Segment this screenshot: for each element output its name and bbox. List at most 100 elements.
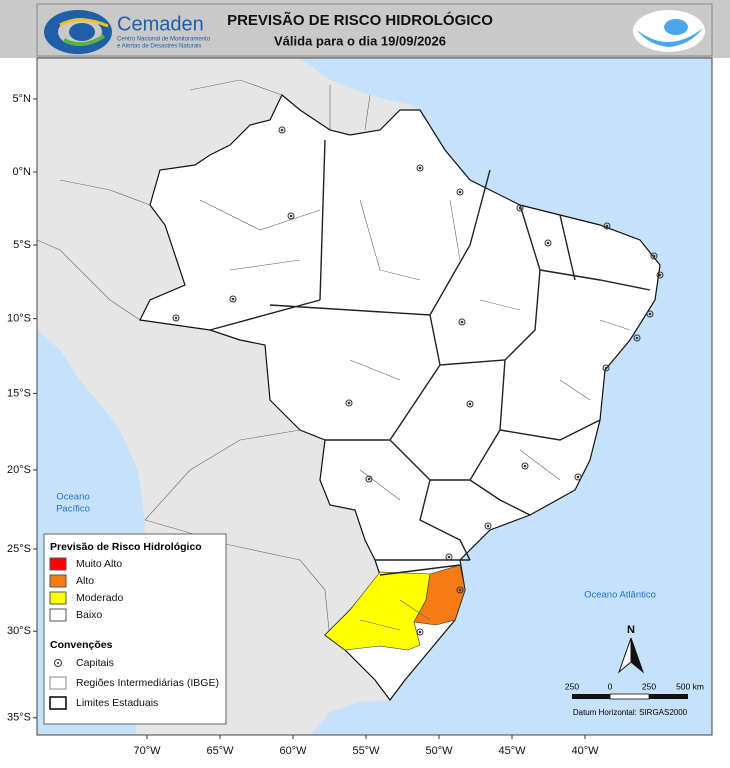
capital-dot: [652, 254, 656, 258]
capital: [416, 628, 424, 636]
axis-ticks: 5°N 0°N 5°S 10°S 15°S 20°S 25°S 30°S 35°S 70°W 65°…: [7, 93, 599, 757]
north-label: N: [627, 624, 635, 636]
lat-tick-label: 10°S: [7, 313, 31, 325]
capital: [602, 364, 610, 372]
capital: [458, 318, 466, 326]
capital: [278, 126, 286, 134]
capital-dot: [289, 214, 293, 218]
brazil: [139, 94, 661, 701]
legend-state-icon: [49, 696, 67, 710]
risk-area-high: [413, 564, 466, 626]
lon-tick-label: 65°W: [206, 745, 234, 757]
legend-label: Alto: [76, 575, 94, 587]
legend-label: Muito Alto: [76, 558, 122, 570]
capitals: [172, 126, 664, 636]
logo-tagline: Centro Nacional de Monitoramento: [117, 37, 211, 43]
legend-label: Baixo: [76, 609, 102, 621]
state-borders: [209, 139, 651, 576]
capital: [456, 586, 464, 594]
lon-tick-label: 60°W: [279, 745, 307, 757]
capital-dot: [447, 555, 451, 559]
atlantic-ocean: [300, 58, 712, 735]
scale-label: 500 km: [676, 681, 704, 691]
lon-tick-label: 50°W: [425, 745, 453, 757]
scale-label: 0: [608, 681, 613, 691]
lat-tick-label: 35°S: [7, 712, 31, 724]
capital: [633, 334, 641, 342]
legend-title: Previsão de Risco Hidrológico: [50, 541, 202, 553]
capital: [416, 164, 424, 172]
capital-dot: [523, 464, 527, 468]
lat-tick-label: 5°S: [13, 239, 31, 251]
capital: [365, 475, 373, 483]
lon-tick-label: 55°W: [352, 745, 380, 757]
capital-dot: [486, 524, 490, 528]
lat-tick-label: 5°N: [13, 93, 32, 105]
country-borders: [36, 79, 371, 641]
lon-tick-label: 45°W: [498, 745, 526, 757]
legend-convention: Regiões Intermediárias (IBGE): [76, 677, 219, 689]
capital: [516, 204, 524, 212]
legend-conventions-title: Convenções: [50, 639, 113, 651]
north-arrow: [617, 637, 645, 674]
capital-dot: [658, 273, 662, 277]
capital-dot: [174, 316, 178, 320]
capital-dot: [460, 320, 464, 324]
lat-tick-label: 25°S: [7, 543, 31, 555]
lat-tick-label: 15°S: [7, 387, 31, 399]
capital: [646, 310, 654, 318]
legend-capital-dot: [57, 662, 59, 664]
capital: [544, 239, 552, 247]
legend: Previsão de Risco Hidrológico Convenções…: [43, 533, 227, 725]
ocean-label: Oceano Atlântico: [584, 590, 656, 601]
logo-tagline: e Alertas de Desastres Naturais: [117, 44, 201, 50]
legend-label: Moderado: [76, 592, 123, 604]
intermediate-regions: [199, 199, 631, 631]
capital-dot: [347, 401, 351, 405]
datum: Datum Horizontal: SIRGAS2000: [573, 708, 688, 717]
ocean-label: Oceano: [56, 492, 89, 503]
capital: [656, 271, 664, 279]
header-frame: [36, 3, 713, 57]
capital-dot: [418, 166, 422, 170]
capital-dot: [367, 477, 371, 481]
logo-name: Cemaden: [117, 13, 204, 35]
capital-dot: [605, 224, 609, 228]
capital: [287, 212, 295, 220]
capital: [456, 188, 464, 196]
capital: [172, 314, 180, 322]
legend-swatch: [49, 591, 67, 605]
capital-dot: [458, 190, 462, 194]
legend-region-icon: [49, 676, 67, 690]
legend-swatch: [49, 574, 67, 588]
ocean-label: Pacífico: [56, 504, 90, 515]
capital-dot: [418, 630, 422, 634]
lat-tick-label: 0°N: [13, 166, 32, 178]
lon-tick-label: 70°W: [133, 745, 161, 757]
capital: [484, 522, 492, 530]
capital-dot: [546, 241, 550, 245]
capital: [345, 399, 353, 407]
capital: [521, 462, 529, 470]
eye-icon: [633, 10, 705, 52]
subtitle: Válida para o dia 19/09/2026: [274, 33, 446, 48]
capital: [466, 400, 474, 408]
capital-dot: [648, 312, 652, 316]
capital: [574, 473, 582, 481]
legend-swatch: [49, 557, 67, 571]
scale-bar: [572, 693, 688, 700]
capital: [445, 553, 453, 561]
capital: [650, 252, 658, 260]
legend-capital-icon: [54, 659, 62, 667]
lat-tick-label: 30°S: [7, 625, 31, 637]
capital-dot: [231, 297, 235, 301]
cemaden-logo: [44, 10, 112, 54]
capital-dot: [280, 128, 284, 132]
scale-label: 250: [642, 681, 656, 691]
legend-convention: Limites Estaduais: [76, 697, 158, 709]
capital-dot: [604, 366, 608, 370]
title: PREVISÃO DE RISCO HIDROLÓGICO: [227, 11, 493, 29]
capital-dot: [458, 588, 462, 592]
capital-dot: [635, 336, 639, 340]
